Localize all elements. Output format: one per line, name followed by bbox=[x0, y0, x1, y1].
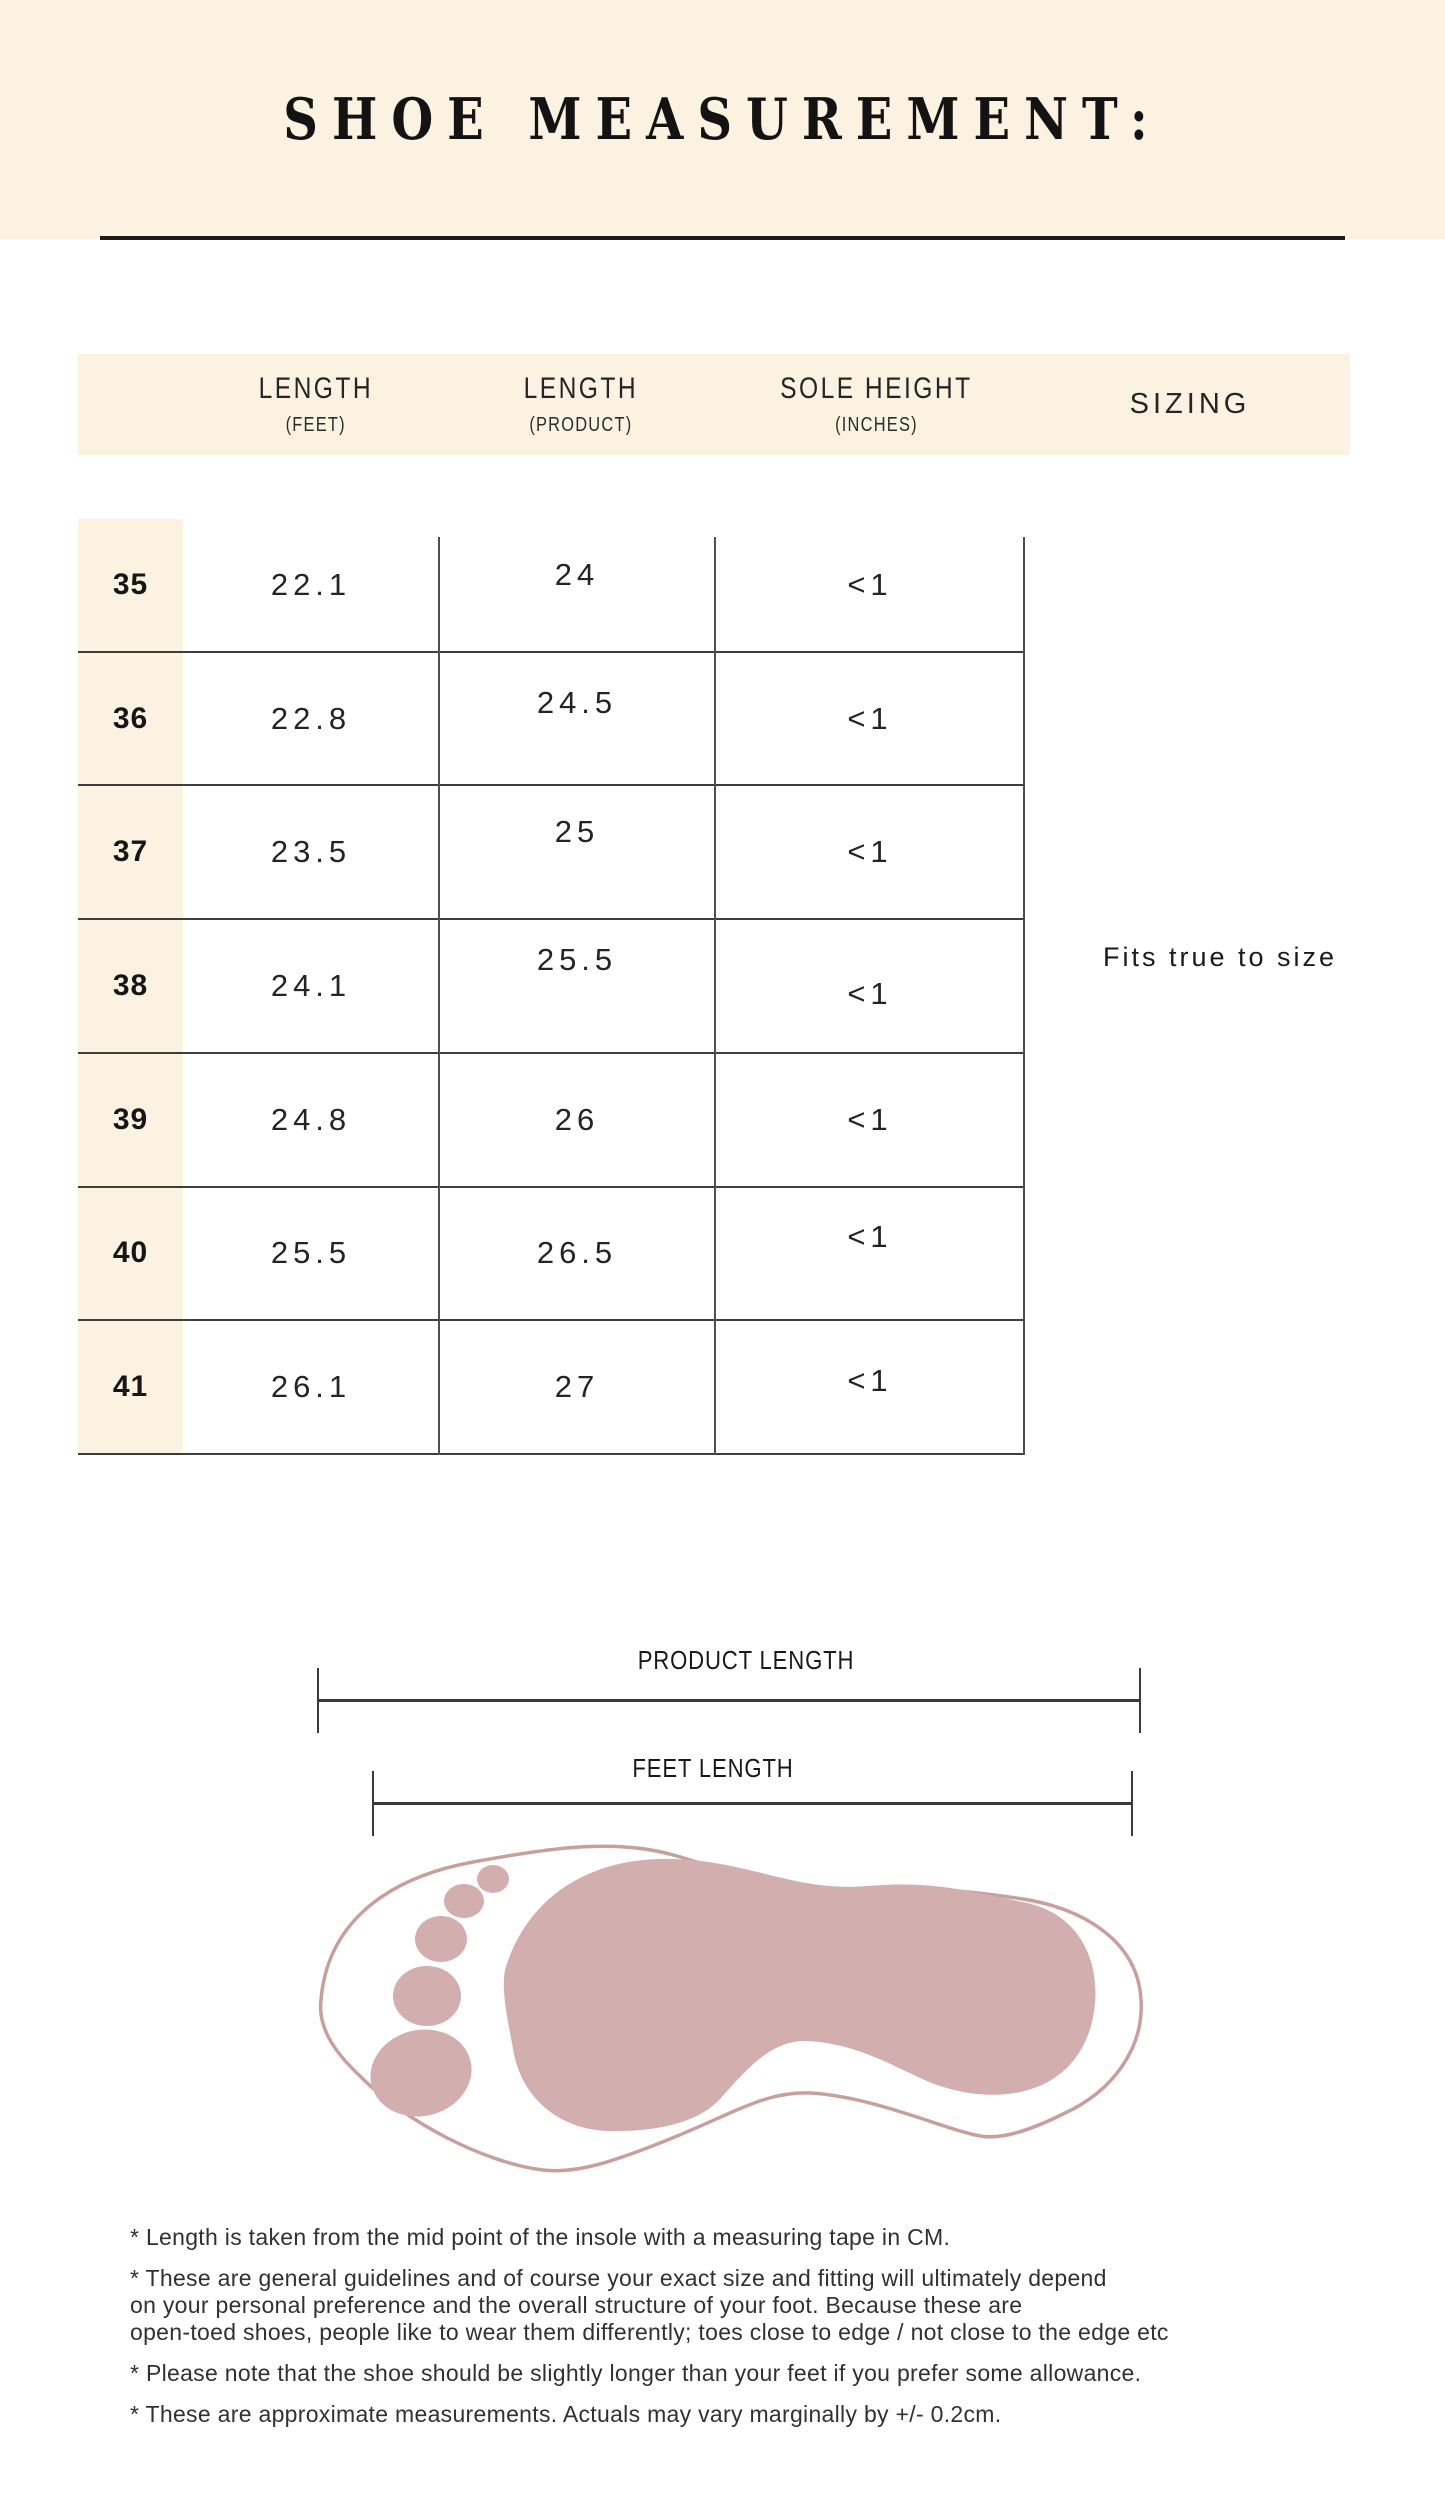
size-cell: 38 bbox=[78, 920, 183, 1054]
product-length-value: 26.5 bbox=[439, 1188, 715, 1322]
column-header-label: LENGTH bbox=[258, 372, 374, 405]
table-vertical-divider bbox=[1023, 537, 1025, 1455]
column-header-length-feet: LENGTH (FEET) bbox=[216, 354, 416, 455]
table-vertical-divider bbox=[438, 537, 440, 1455]
size-cell: 40 bbox=[78, 1187, 183, 1322]
footnotes-section: * Length is taken from the mid point of … bbox=[130, 2224, 1380, 2442]
column-header-label: SIZING bbox=[1129, 388, 1251, 420]
feet-length-label: FEET LENGTH bbox=[632, 1753, 794, 1783]
table-header-band: LENGTH (FEET) LENGTH (PRODUCT) SOLE HEIG… bbox=[78, 354, 1350, 455]
table-vertical-divider bbox=[714, 537, 716, 1455]
footprint-fill bbox=[503, 1858, 1096, 2132]
footnote: * These are approximate measurements. Ac… bbox=[130, 2401, 1002, 2427]
product-length-value: 25 bbox=[439, 786, 715, 921]
page-title: SHOE MEASUREMENT: bbox=[283, 86, 1162, 153]
product-length-value: 25.5 bbox=[439, 920, 715, 1054]
footnote: * Please note that the shoe should be sl… bbox=[130, 2360, 1142, 2386]
sole-height-value: <1 bbox=[715, 786, 1025, 921]
column-header-sizing: SIZING bbox=[1070, 354, 1310, 455]
feet-length-value: 23.5 bbox=[183, 786, 439, 921]
size-cell: 37 bbox=[78, 786, 183, 921]
toe bbox=[393, 1966, 461, 2026]
size-cell: 36 bbox=[78, 652, 183, 787]
product-length-label: PRODUCT LENGTH bbox=[637, 1645, 855, 1675]
footnote: * These are general guidelines and of co… bbox=[130, 2265, 1169, 2345]
sole-height-value: <1 bbox=[715, 1321, 1025, 1455]
column-header-label: SOLE HEIGHT bbox=[779, 372, 973, 405]
size-cell: 39 bbox=[78, 1053, 183, 1188]
column-header-sublabel: (INCHES) bbox=[834, 414, 918, 436]
column-header-sole-height: SOLE HEIGHT (INCHES) bbox=[736, 354, 1016, 455]
feet-length-value: 24.1 bbox=[183, 920, 439, 1054]
product-length-value: 27 bbox=[439, 1321, 715, 1455]
feet-length-line bbox=[373, 1802, 1133, 1805]
feet-length-value: 22.8 bbox=[183, 653, 439, 787]
feet-length-value: 25.5 bbox=[183, 1188, 439, 1322]
feet-length-value: 22.1 bbox=[183, 519, 439, 653]
column-header-label: LENGTH bbox=[523, 372, 639, 405]
title-banner: SHOE MEASUREMENT: bbox=[0, 0, 1445, 239]
footprint-illustration bbox=[318, 1844, 1143, 2173]
footnote: * Length is taken from the mid point of … bbox=[130, 2224, 951, 2250]
column-header-sublabel: (PRODUCT) bbox=[529, 414, 633, 436]
title-divider bbox=[100, 236, 1345, 240]
foot-sole-outline bbox=[318, 1844, 1143, 2173]
toe bbox=[477, 1865, 509, 1893]
product-length-value: 26 bbox=[439, 1054, 715, 1188]
sole-height-value: <1 bbox=[715, 653, 1025, 787]
feet-length-value: 24.8 bbox=[183, 1054, 439, 1188]
size-cell: 41 bbox=[78, 1321, 183, 1455]
sole-height-value: <1 bbox=[715, 920, 1025, 1054]
size-table: 35 22.1 24 <1 36 22.8 24.5 <1 37 23.5 25… bbox=[78, 519, 1025, 1455]
column-header-sublabel: (FEET) bbox=[285, 414, 347, 436]
product-length-line bbox=[318, 1699, 1141, 1702]
product-length-value: 24 bbox=[439, 519, 715, 653]
product-length-value: 24.5 bbox=[439, 653, 715, 787]
sole-height-value: <1 bbox=[715, 1188, 1025, 1322]
sole-height-value: <1 bbox=[715, 519, 1025, 653]
sole-height-value: <1 bbox=[715, 1054, 1025, 1188]
feet-length-value: 26.1 bbox=[183, 1321, 439, 1455]
big-toe bbox=[370, 2029, 472, 2117]
sizing-note: Fits true to size bbox=[1102, 942, 1338, 972]
measure-tick bbox=[372, 1771, 374, 1836]
size-cell: 35 bbox=[78, 519, 183, 653]
measure-tick bbox=[1131, 1771, 1133, 1836]
column-header-length-product: LENGTH (PRODUCT) bbox=[481, 354, 681, 455]
toe bbox=[444, 1884, 484, 1918]
measure-tick bbox=[1139, 1668, 1141, 1733]
toe bbox=[415, 1916, 467, 1962]
measure-tick bbox=[317, 1668, 319, 1733]
